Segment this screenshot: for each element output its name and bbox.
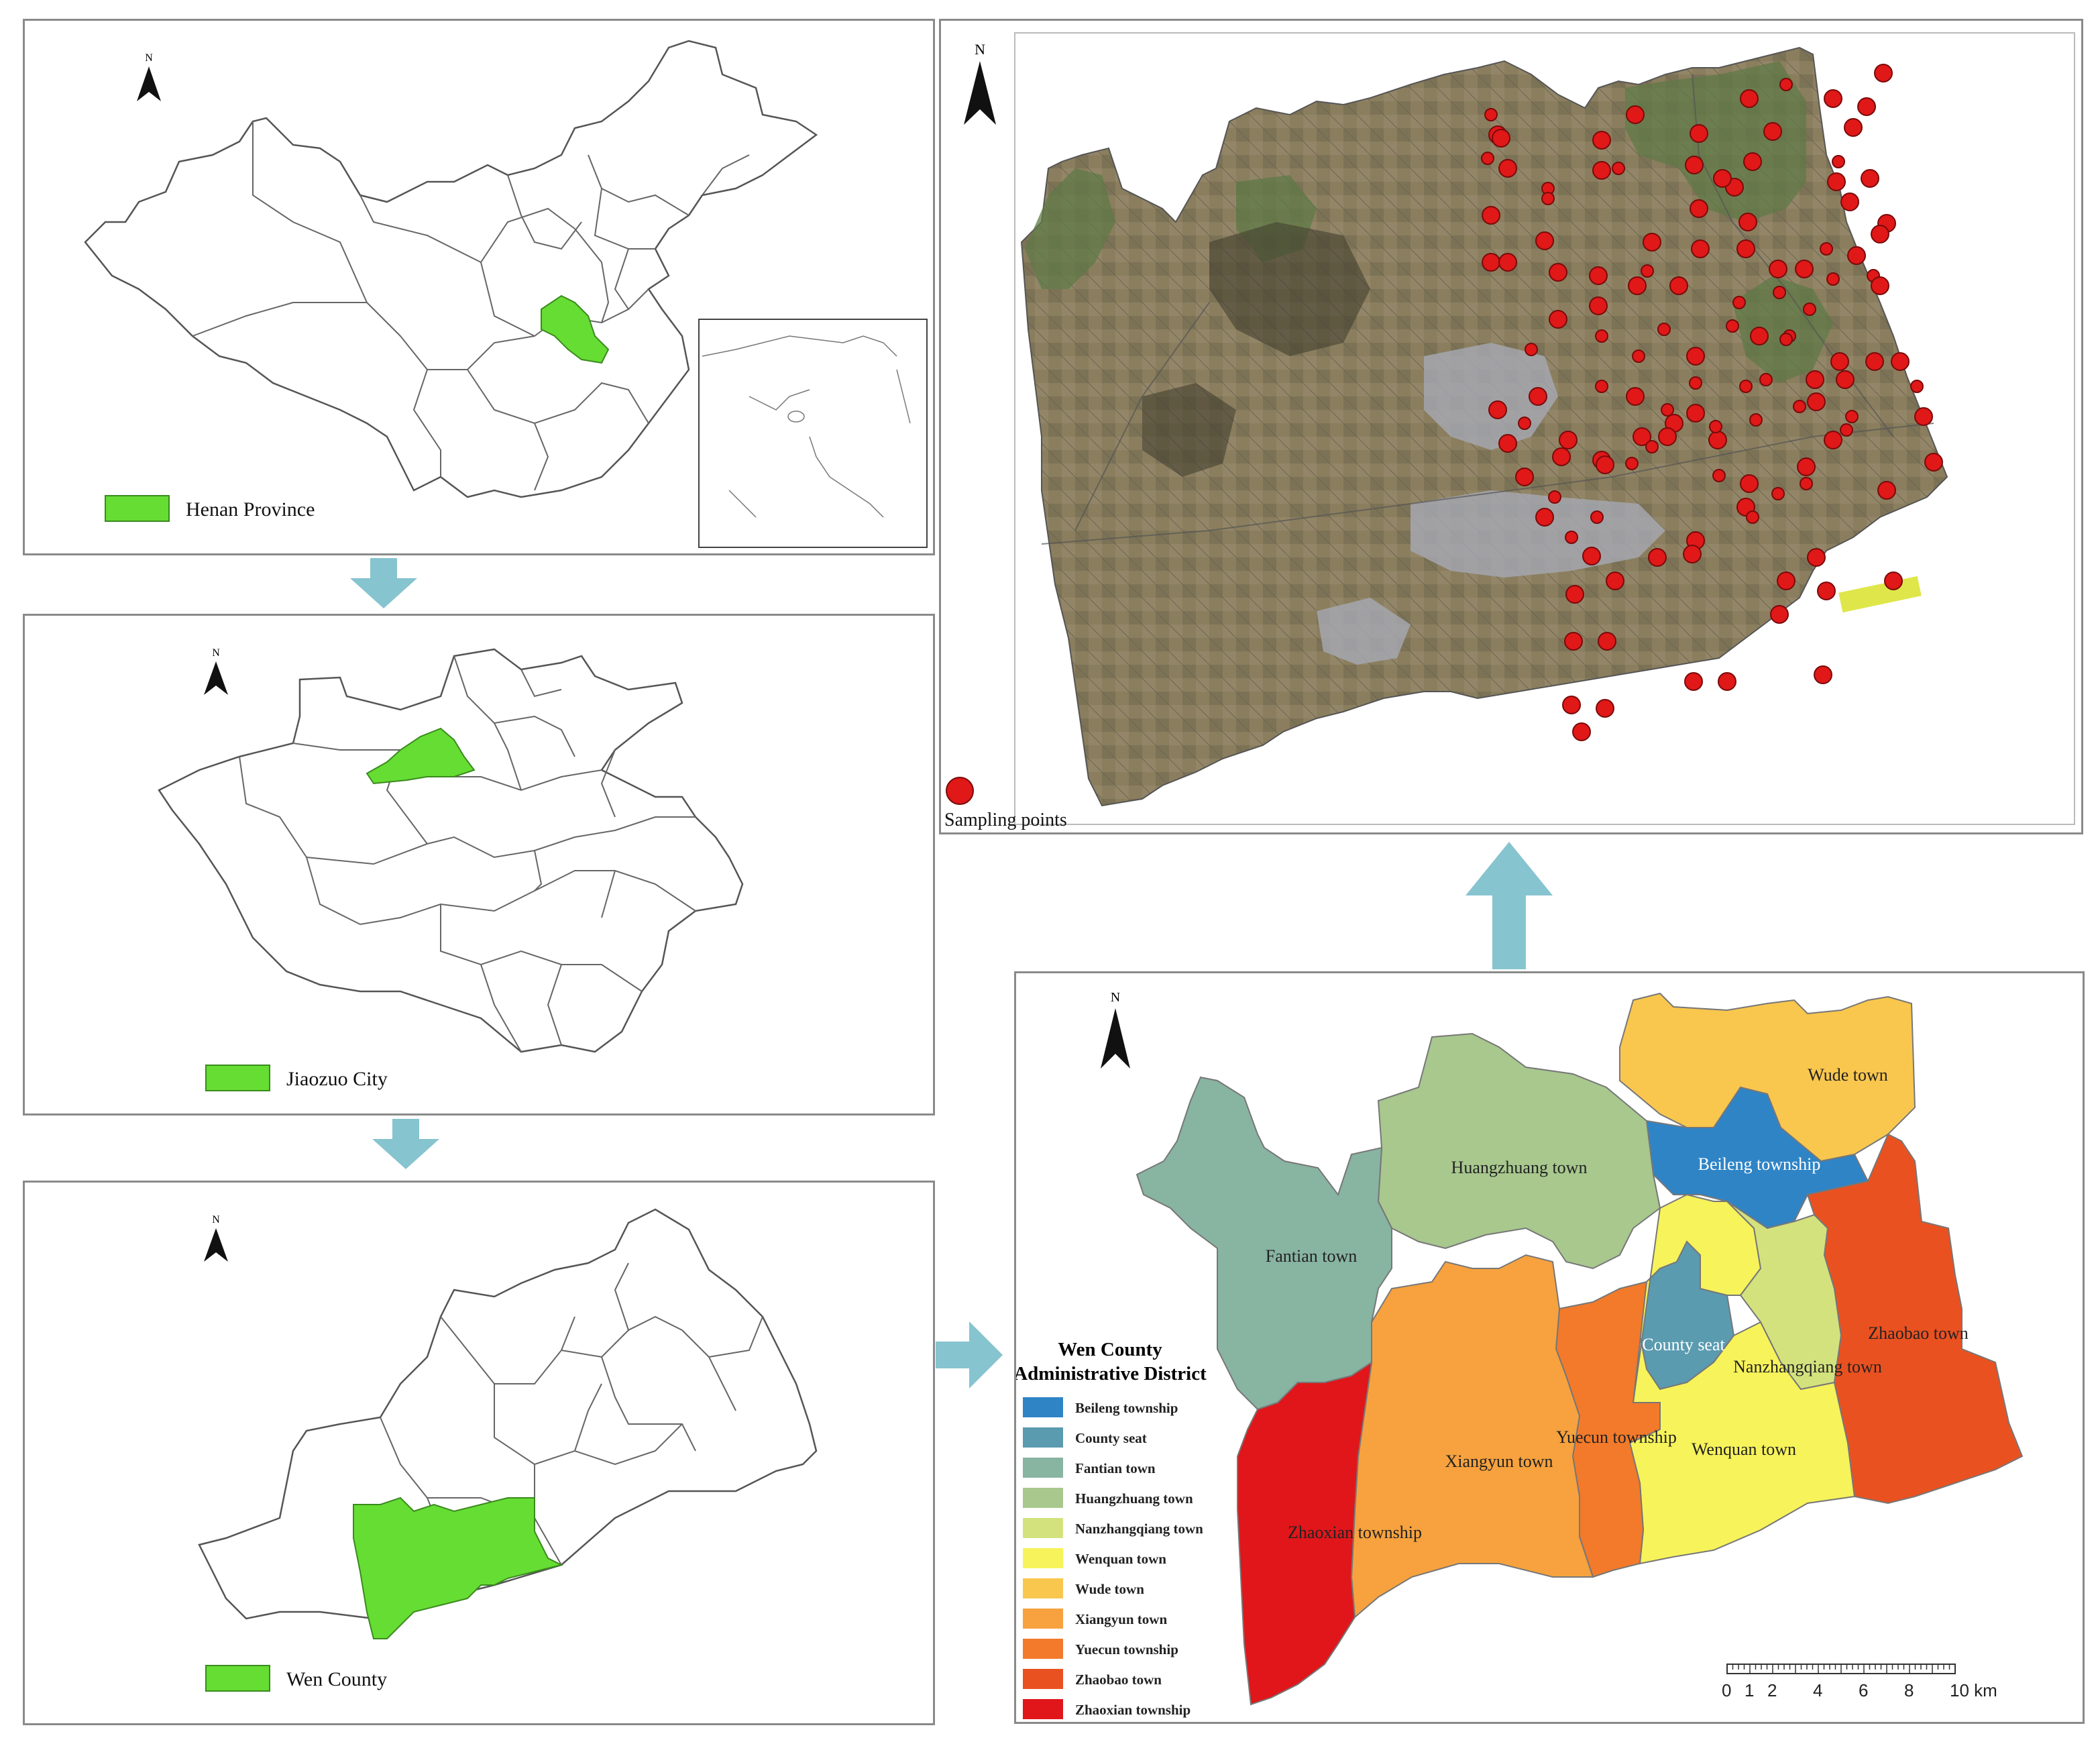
scale-tick-label: 4 xyxy=(1813,1680,1822,1700)
legend-swatch xyxy=(1023,1669,1063,1689)
china-map-panel: N xyxy=(23,19,935,555)
region-zhaoxian xyxy=(1237,1360,1373,1706)
legend-swatch xyxy=(1023,1578,1063,1598)
legend-swatch xyxy=(1023,1699,1063,1719)
region-label-wenquan: Wenquan town xyxy=(1692,1439,1796,1459)
legend-title-line2: Administrative District xyxy=(1016,1363,1207,1384)
region-label-zhaobao: Zhaobao town xyxy=(1868,1323,1968,1343)
region-label-huangzhuang: Huangzhuang town xyxy=(1451,1158,1588,1177)
jiaozuo-highlight xyxy=(366,727,476,785)
legend-swatch xyxy=(1023,1458,1063,1478)
legend-item-label: Fantian town xyxy=(1075,1460,1156,1476)
north-arrow-icon: N xyxy=(1101,990,1130,1069)
district-map: N Wude town Beileng township Huangzhuang… xyxy=(1016,990,2024,1719)
region-label-wude: Wude town xyxy=(1808,1065,1888,1085)
inset-coastline xyxy=(702,335,911,518)
jiaozuo-map: N Wen County xyxy=(198,1208,818,1692)
scale-tick-label: 10 km xyxy=(1950,1680,1997,1700)
china-legend-label: Henan Province xyxy=(186,498,315,521)
north-letter: N xyxy=(212,647,220,659)
north-letter: N xyxy=(1111,990,1120,1005)
jiaozuo-legend-label: Wen County xyxy=(286,1668,387,1690)
legend-item-label: Wude town xyxy=(1075,1581,1144,1597)
legend-swatch xyxy=(1023,1397,1063,1417)
urban-area xyxy=(1317,343,1665,665)
henan-legend-swatch xyxy=(205,1065,270,1091)
china-legend-swatch xyxy=(105,495,170,522)
legend-swatch xyxy=(1023,1427,1063,1448)
legend-item-label: Nanzhangqiang town xyxy=(1075,1521,1203,1537)
region-label-zhaoxian: Zhaoxian township xyxy=(1288,1523,1422,1542)
china-map: N xyxy=(84,40,928,548)
sampling-points-legend-label: Sampling points xyxy=(944,810,1067,830)
north-letter: N xyxy=(212,1214,220,1226)
scale-tick-label: 6 xyxy=(1859,1680,1868,1700)
henan-legend-label: Jiaozuo City xyxy=(286,1068,388,1090)
legend-item-label: Yuecun township xyxy=(1075,1641,1178,1657)
wen-county-highlight xyxy=(353,1496,563,1639)
region-label-xiangyun: Xiangyun town xyxy=(1445,1452,1553,1471)
legend-item-label: Huangzhuang town xyxy=(1075,1490,1193,1507)
sampling-points-legend-swatch xyxy=(946,777,974,805)
down-arrow-icon xyxy=(350,558,417,608)
jiaozuo-legend-swatch xyxy=(205,1665,270,1692)
henan-map: N Jiaozuo City xyxy=(158,647,744,1091)
scale-tick-label: 2 xyxy=(1767,1680,1777,1700)
legend-swatch xyxy=(1023,1609,1063,1629)
sampling-points xyxy=(1481,64,1943,741)
district-map-panel: N Wude town Beileng township Huangzhuang… xyxy=(1014,971,2085,1724)
henan-map-panel: N Jiaozuo City xyxy=(23,614,935,1115)
right-arrow-icon xyxy=(936,1321,1003,1389)
up-arrow-icon xyxy=(1466,842,1553,969)
north-arrow-icon: N xyxy=(204,647,228,695)
china-province-borders xyxy=(192,121,750,491)
north-letter: N xyxy=(975,41,985,58)
legend-swatch xyxy=(1023,1488,1063,1508)
legend-swatch xyxy=(1023,1639,1063,1659)
north-letter: N xyxy=(145,52,153,64)
satellite-map: N xyxy=(944,32,2075,830)
satellite-map-panel: N xyxy=(939,19,2083,834)
region-label-nanzhangqiang: Nanzhangqiang town xyxy=(1733,1357,1882,1376)
legend-item-label: Zhaoxian township xyxy=(1075,1702,1191,1718)
legend-item-label: County seat xyxy=(1075,1430,1147,1446)
region-label-yuecun: Yuecun township xyxy=(1556,1427,1677,1447)
north-arrow-icon: N xyxy=(964,41,996,125)
scale-tick-label: 8 xyxy=(1904,1680,1914,1700)
north-arrow-icon: N xyxy=(137,52,161,101)
north-arrow-icon: N xyxy=(204,1214,228,1262)
region-label-county-seat: County seat xyxy=(1642,1335,1725,1354)
henan-city-borders xyxy=(239,655,696,1052)
legend-swatch xyxy=(1023,1548,1063,1568)
region-zhaobao xyxy=(1806,1133,2024,1505)
scale-tick-label: 0 xyxy=(1722,1680,1731,1700)
henan-outline xyxy=(158,648,744,1053)
jiaozuo-map-panel: N Wen County xyxy=(23,1181,935,1725)
scale-tick-label: 1 xyxy=(1745,1680,1754,1700)
legend-item-label: Beileng township xyxy=(1075,1400,1178,1416)
legend-item-label: Xiangyun town xyxy=(1075,1611,1167,1627)
china-outline xyxy=(84,40,818,498)
dark-terrain xyxy=(1142,222,1370,477)
legend-title-line1: Wen County xyxy=(1058,1339,1162,1360)
region-label-fantian: Fantian town xyxy=(1266,1246,1358,1266)
south-china-sea-inset xyxy=(698,319,928,548)
legend-item-label: Zhaobao town xyxy=(1075,1672,1162,1688)
down-arrow-icon xyxy=(372,1119,439,1169)
district-legend: Wen County Administrative District Beile… xyxy=(1016,1339,1207,1719)
region-fantian xyxy=(1136,1076,1392,1411)
henan-highlight xyxy=(541,294,610,364)
legend-swatch xyxy=(1023,1518,1063,1538)
region-huangzhuang xyxy=(1377,1032,1661,1270)
scale-bar: 0 1 2 4 6 8 10 km xyxy=(1722,1664,1997,1700)
region-label-beileng: Beileng township xyxy=(1698,1154,1821,1174)
legend-item-label: Wenquan town xyxy=(1075,1551,1166,1567)
